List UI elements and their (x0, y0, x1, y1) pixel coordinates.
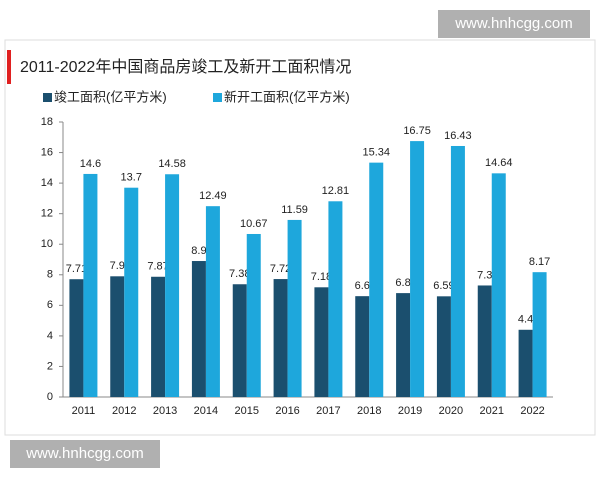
x-tick-label: 2011 (72, 405, 96, 417)
x-tick-label: 2018 (357, 405, 381, 417)
bar (396, 293, 411, 397)
x-tick-label: 2022 (520, 405, 544, 417)
y-tick-label: 16 (41, 146, 53, 158)
x-tick-label: 2013 (153, 405, 177, 417)
watermark: www.hnhcgg.com (454, 15, 573, 32)
value-label: 7.9 (110, 260, 125, 272)
value-label: 7.18 (311, 271, 332, 283)
x-tick-label: 2017 (316, 405, 340, 417)
legend-label: 新开工面积(亿平方米) (224, 89, 350, 104)
y-tick-label: 10 (41, 238, 53, 250)
legend-swatch (43, 93, 52, 102)
bar (232, 284, 247, 397)
value-label: 10.67 (240, 218, 268, 230)
legend-swatch (213, 93, 222, 102)
value-label: 8.17 (529, 256, 550, 268)
bar (110, 276, 125, 397)
bar (273, 279, 288, 397)
x-tick-label: 2014 (194, 405, 218, 417)
y-tick-label: 12 (41, 208, 53, 220)
value-label: 12.49 (199, 190, 227, 202)
value-label: 6.59 (433, 280, 454, 292)
bar (69, 279, 84, 397)
legend-label: 竣工面积(亿平方米) (54, 89, 167, 104)
bar (124, 187, 139, 397)
value-label: 15.34 (362, 147, 390, 159)
value-label: 6.6 (355, 280, 370, 292)
bar (532, 272, 547, 397)
x-tick-label: 2019 (398, 405, 422, 417)
bar (314, 287, 329, 397)
bar (328, 201, 343, 397)
bar (491, 173, 506, 397)
bar (450, 145, 465, 397)
x-tick-label: 2016 (275, 405, 299, 417)
value-label: 7.72 (270, 263, 291, 275)
y-tick-label: 0 (47, 391, 53, 403)
bar (205, 206, 220, 397)
x-tick-label: 2020 (439, 405, 463, 417)
y-tick-label: 14 (41, 177, 53, 189)
bar (151, 276, 166, 397)
bar (83, 173, 98, 397)
value-label: 7.3 (477, 269, 492, 281)
value-label: 14.6 (80, 158, 101, 170)
bar (355, 296, 370, 397)
value-label: 11.59 (281, 204, 308, 216)
y-tick-label: 2 (47, 360, 53, 372)
value-label: 14.58 (158, 158, 186, 170)
bar (165, 174, 180, 397)
value-label: 6.8 (395, 277, 410, 289)
bar (436, 296, 451, 397)
value-label: 7.87 (147, 261, 168, 273)
bar (287, 219, 302, 397)
watermark-box (438, 10, 590, 38)
y-tick-label: 6 (47, 299, 53, 311)
bar (518, 329, 533, 397)
bar (369, 162, 384, 397)
value-label: 7.71 (66, 263, 87, 275)
watermark-box (10, 440, 160, 468)
value-label: 7.38 (229, 268, 250, 280)
value-label: 16.75 (403, 125, 431, 137)
y-tick-label: 8 (47, 269, 53, 281)
watermark: www.hnhcgg.com (25, 445, 144, 462)
y-tick-label: 4 (47, 330, 53, 342)
value-label: 14.64 (485, 157, 513, 169)
y-tick-label: 18 (41, 116, 53, 128)
bar (410, 141, 425, 397)
title-accent (7, 50, 11, 84)
value-label: 12.81 (322, 185, 350, 197)
x-tick-label: 2012 (112, 405, 136, 417)
bar (246, 233, 261, 397)
x-tick-label: 2015 (235, 405, 259, 417)
bar (191, 261, 206, 397)
value-label: 16.43 (444, 130, 472, 142)
value-label: 13.7 (121, 172, 142, 184)
chart-title: 2011-2022年中国商品房竣工及新开工面积情况 (20, 58, 351, 76)
value-label: 4.4 (518, 314, 533, 326)
x-tick-label: 2021 (480, 405, 504, 417)
bar (477, 285, 492, 397)
value-label: 8.9 (191, 245, 206, 257)
